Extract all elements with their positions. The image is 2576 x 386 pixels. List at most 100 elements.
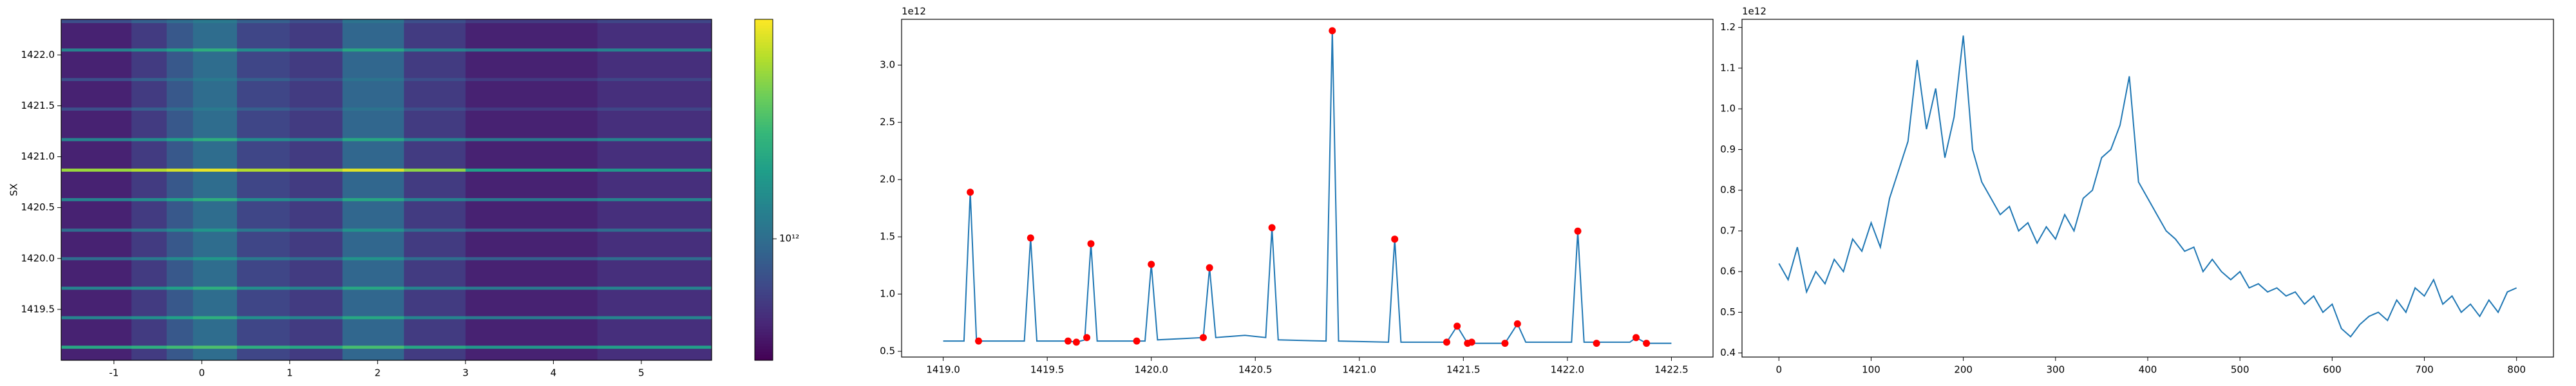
peak-point	[1468, 338, 1475, 346]
heatmap-cell	[193, 201, 238, 229]
colorbar-segment	[755, 56, 773, 60]
x-tick-label: 1422.5	[1654, 364, 1689, 376]
heatmap-cell	[404, 23, 466, 49]
colorbar-segment	[755, 315, 773, 318]
colorbar-segment	[755, 215, 773, 219]
heatmap-cell	[597, 80, 712, 108]
heatmap-cell	[166, 107, 194, 111]
colorbar-segment	[755, 33, 773, 37]
heatmap-cell	[342, 286, 404, 290]
colorbar-segment	[755, 263, 773, 267]
colorbar-segment	[755, 64, 773, 68]
heatmap-cell	[166, 168, 194, 172]
heatmap-cell	[236, 141, 290, 169]
peak-point	[1072, 338, 1080, 346]
peak-point	[1268, 224, 1276, 232]
colorbar-segment	[755, 175, 773, 179]
data-line	[1778, 35, 2517, 338]
colorbar-segment	[755, 272, 773, 276]
colorbar-segment	[755, 138, 773, 142]
x-tick-label: 0	[199, 367, 205, 379]
colorbar-segment	[755, 133, 773, 136]
heatmap-cell	[404, 80, 466, 108]
heatmap-cell	[465, 286, 598, 290]
heatmap-cell	[597, 51, 712, 78]
colorbar-segment	[755, 30, 773, 34]
heatmap-cell	[404, 257, 466, 261]
heatmap-cell	[236, 345, 290, 349]
colorbar-segment	[755, 300, 773, 304]
heatmap-cell	[236, 316, 290, 320]
colorbar-segment	[755, 70, 773, 74]
x-tick-label: 500	[2231, 364, 2249, 376]
colorbar-segment	[755, 309, 773, 313]
heatmap-cell	[131, 198, 167, 201]
heatmap-cell	[465, 23, 598, 49]
colorbar-segment	[755, 340, 773, 344]
colorbar-segment	[755, 306, 773, 310]
heatmap-cell	[131, 141, 167, 169]
heatmap-cell	[166, 201, 194, 229]
peak-point	[1501, 340, 1509, 347]
heatmap-cell	[289, 290, 343, 317]
heatmap-cell	[166, 348, 194, 360]
heatmap-cell	[193, 19, 238, 23]
heatmap-cell	[465, 107, 598, 111]
colorbar-segment	[755, 261, 773, 264]
heatmap-cell	[465, 51, 598, 78]
x-tick-label: -1	[109, 367, 118, 379]
heatmap-cell	[342, 110, 404, 138]
heatmap-cell	[236, 77, 290, 82]
heatmap-cell	[61, 286, 132, 290]
peak-point	[1443, 338, 1450, 346]
heatmap-cell	[342, 198, 404, 201]
axes-frame	[61, 19, 712, 361]
heatmap-cell	[342, 51, 404, 78]
colorbar-segment	[755, 118, 773, 122]
heatmap-cell	[166, 316, 194, 320]
heatmap-cell	[236, 290, 290, 317]
x-tick-label: 200	[1954, 364, 1973, 376]
colorbar-segment	[755, 90, 773, 94]
heatmap-cell	[597, 345, 712, 349]
colorbar-segment	[755, 150, 773, 154]
heatmap-cell	[236, 23, 290, 49]
colorbar-tick-label: 10¹²	[779, 233, 799, 244]
heatmap-cell	[597, 141, 712, 169]
heatmap-cell	[342, 260, 404, 287]
colorbar-segment	[755, 73, 773, 77]
heatmap-cell	[289, 257, 343, 261]
colorbar-segment	[755, 24, 773, 28]
heatmap-cell	[236, 201, 290, 229]
colorbar-segment	[755, 277, 773, 281]
heatmap-cell	[465, 48, 598, 52]
colorbar-segment	[755, 235, 773, 239]
heatmap-cell	[597, 231, 712, 257]
heatmap-cell	[597, 257, 712, 261]
y-tick-label: 1.5	[880, 231, 895, 243]
colorbar-segment	[755, 243, 773, 247]
heatmap-cell	[61, 77, 132, 82]
colorbar-segment	[755, 255, 773, 259]
heatmap-cell	[465, 316, 598, 320]
x-tick-label: 2	[375, 367, 381, 379]
heatmap-cell	[236, 138, 290, 142]
heatmap-cell	[193, 286, 238, 290]
heatmap-cell	[131, 316, 167, 320]
x-tick-label: 5	[638, 367, 645, 379]
x-tick-label: 3	[462, 367, 469, 379]
colorbar-segment	[755, 78, 773, 82]
colorbar-segment	[755, 335, 773, 338]
heatmap-cell	[61, 51, 132, 78]
peak-point	[967, 188, 974, 196]
colorbar-segment	[755, 172, 773, 176]
heatmap-cell	[193, 316, 238, 320]
colorbar-segment	[755, 252, 773, 256]
heatmap-cell	[289, 48, 343, 52]
colorbar-segment	[755, 246, 773, 250]
axes-frame	[1741, 19, 2554, 358]
heatmap-cell	[404, 107, 466, 111]
heatmap-cell	[404, 77, 466, 82]
heatmap-cell	[404, 51, 466, 78]
x-tick-label: 1421.0	[1343, 364, 1377, 376]
